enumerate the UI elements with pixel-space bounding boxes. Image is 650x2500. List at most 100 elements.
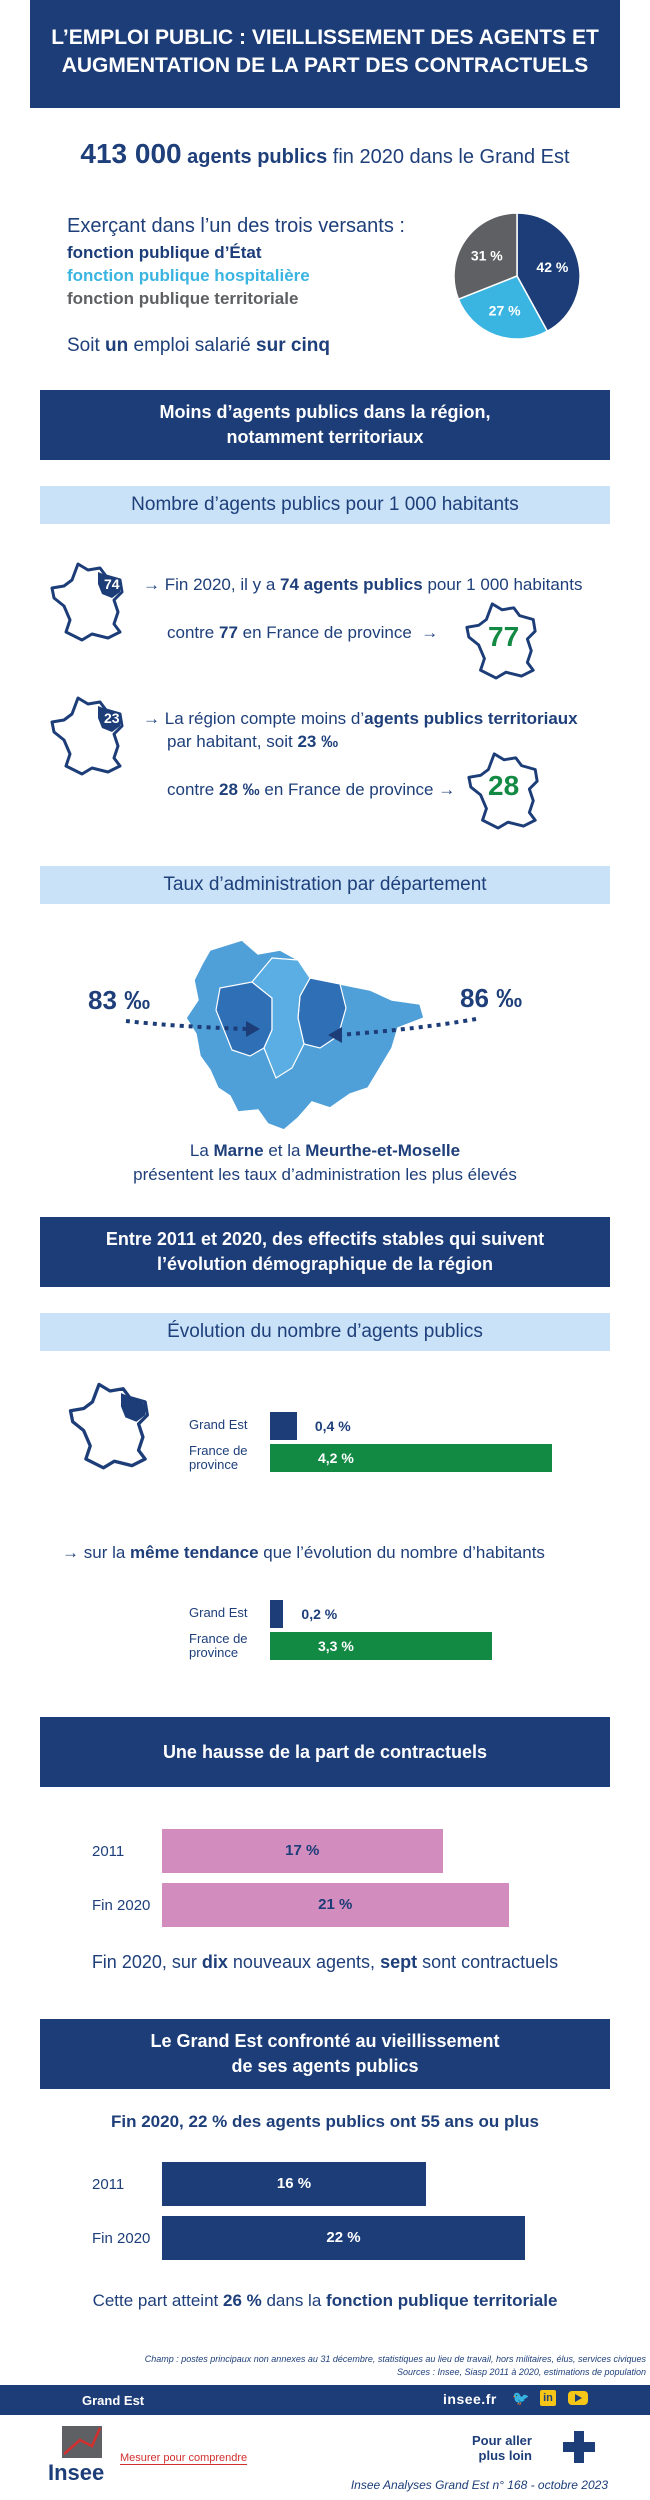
twitter-icon[interactable]: 🐦 (512, 2390, 530, 2406)
fact1-map-value: 74 (104, 576, 120, 592)
section4-title-line1: Le Grand Est confronté au vieillissement (150, 2031, 500, 2051)
pie-slice (453, 212, 518, 301)
section-title-moins-agents: Moins d’agents publics dans la région, n… (40, 390, 610, 460)
bar (270, 1632, 492, 1660)
fact1-b: 74 agents publics (280, 575, 423, 594)
section4-title-line2: de ses agents publics (231, 2056, 419, 2076)
bar-value-label: 22 % (326, 2229, 361, 2246)
big-rest: fin 2020 dans le Grand Est (332, 146, 570, 168)
pie-slice (457, 275, 549, 340)
caption-la: La (189, 1141, 209, 1160)
bar-category-label: Grand Est (189, 1605, 248, 1620)
pour-aller-line1: Pour aller (472, 2433, 532, 2448)
insee-logo-text: Insee (48, 2460, 105, 2485)
caption4-d: fonction publique territoriale (326, 2291, 558, 2310)
caption-line2: présentent les taux d’administration les… (133, 1165, 517, 1184)
fact1-a: Fin 2020, il y a (164, 575, 276, 594)
bar-value-label: 16 % (276, 2175, 312, 2192)
pie-slice-label: 31 % (471, 247, 503, 263)
insee-logo-mark (62, 2426, 102, 2458)
section2-title-line2: l’évolution démographique de la région (156, 1254, 494, 1274)
fact2-contre-c: en France de province (264, 780, 434, 799)
left-rate-value: 83 ‰ (88, 985, 151, 1015)
intro-headline: 413 000 agents publics fin 2020 dans le … (0, 138, 650, 170)
pointer-arrows (125, 1017, 477, 1043)
arrow-icon: → (438, 780, 456, 799)
bar (162, 1829, 443, 1873)
plus-icon[interactable] (563, 2431, 595, 2463)
bar-category-label: 2011 (92, 2176, 125, 2193)
bar-category-label: France de province (189, 1443, 248, 1472)
footnote-champ: Champ : postes principaux non annexes au… (144, 2354, 646, 2364)
footer-region: Grand Est (82, 2393, 145, 2408)
versant-etat: fonction publique d’État (67, 243, 262, 262)
fact1-text: → Fin 2020, il y a 74 agents publics pou… (143, 575, 582, 595)
fact2-contre-a: contre (167, 780, 215, 799)
bar-category-label: 2011 (92, 1843, 125, 1860)
france-map-icon (50, 562, 124, 642)
publication-ref: Insee Analyses Grand Est n° 168 - octobr… (350, 2478, 608, 2492)
bar-category-label: Fin 2020 (92, 1897, 151, 1914)
caption3-e: sont contractuels (422, 1952, 559, 1972)
pour-aller-text: Pour aller plus loin (472, 2433, 532, 2463)
bar (162, 2216, 525, 2260)
arrow-icon: → (143, 709, 165, 728)
fact1-contre-a: contre (167, 623, 215, 642)
caption3-c: nouveaux agents, (232, 1952, 376, 1972)
section1-title-line2: notamment territoriaux (226, 427, 424, 447)
subtitle-taux-administration: Taux d’administration par département (40, 866, 610, 904)
section-title-contractuels: Une hausse de la part de contractuels (40, 1717, 610, 1787)
soit-line: Soit un emploi salarié sur cinq (67, 335, 330, 357)
fact1-contre-b: 77 (218, 623, 238, 642)
versant-hospitaliere: fonction publique hospitalière (67, 266, 310, 285)
arrow-icon: → (143, 575, 165, 594)
fact2-map-value: 23 (104, 710, 120, 726)
pie-slice (516, 212, 581, 333)
soit-text-1: Soit (67, 335, 100, 356)
fact1-contre: contre 77 en France de province → (167, 623, 438, 643)
bar-value-label: 21 % (318, 1896, 353, 1913)
bar-value-label: 17 % (285, 1842, 320, 1859)
caption4-a: Cette part atteint (92, 2291, 219, 2310)
france-outline-icon (467, 752, 539, 830)
footer-site-link[interactable]: insee.fr (443, 2391, 497, 2407)
caption4-c: dans la (266, 2291, 322, 2310)
pie-slice-label: 27 % (489, 302, 521, 318)
soit-text-2: emploi salarié (133, 335, 251, 356)
bar-category-label: Fin 2020 (92, 2230, 151, 2247)
france-map-icon (68, 1382, 149, 1470)
bar (162, 2162, 426, 2206)
linkedin-icon[interactable]: in (540, 2390, 556, 2406)
bar (270, 1600, 284, 1628)
fact1-map-right-value: 77 (488, 621, 520, 652)
bar-value-label: 0,2 % (301, 1606, 338, 1622)
fact2-contre-b: 28 ‰ (218, 780, 260, 799)
big-label: agents publics (187, 146, 328, 168)
versant-territoriale: fonction publique territoriale (67, 289, 299, 308)
youtube-icon[interactable] (568, 2391, 588, 2405)
fact1-c: pour 1 000 habitants (427, 575, 583, 594)
fact2-contre: contre 28 ‰ en France de province → (167, 780, 455, 800)
section-title-vieillissement: Le Grand Est confronté au vieillissement… (40, 2019, 610, 2089)
vieillissement-headline: Fin 2020, 22 % des agents publics ont 55… (111, 2112, 539, 2131)
insee-tagline: Mesurer pour comprendre (120, 2452, 248, 2465)
section-title-effectifs-stables: Entre 2011 et 2020, des effectifs stable… (40, 1217, 610, 1287)
fact2-map-right-value: 28 (488, 770, 520, 801)
versants-intro: Exerçant dans l’un des trois versants : (67, 215, 405, 237)
caption3-d: sept (380, 1952, 418, 1972)
france-outline-icon (465, 602, 537, 680)
fact2-c: par habitant, soit (167, 732, 293, 751)
caption3-a: Fin 2020, sur (91, 1952, 197, 1972)
bar (270, 1444, 552, 1472)
bar (162, 1883, 509, 1927)
caption-marne: Marne (213, 1141, 264, 1160)
caption3-b: dix (201, 1952, 228, 1972)
sentence-a: sur la (83, 1543, 126, 1562)
section1-title-line1: Moins d’agents publics dans la région, (159, 402, 491, 422)
pie-slice-label: 42 % (536, 259, 568, 275)
caption-mm: Meurthe-et-Moselle (305, 1141, 461, 1160)
fact1-contre-c: en France de province (242, 623, 412, 642)
bar (270, 1412, 297, 1440)
vieillissement-caption: Cette part atteint 26 % dans la fonction… (0, 2291, 650, 2311)
footnote-sources: Sources : Insee, Siasp 2011 à 2020, esti… (397, 2367, 646, 2377)
